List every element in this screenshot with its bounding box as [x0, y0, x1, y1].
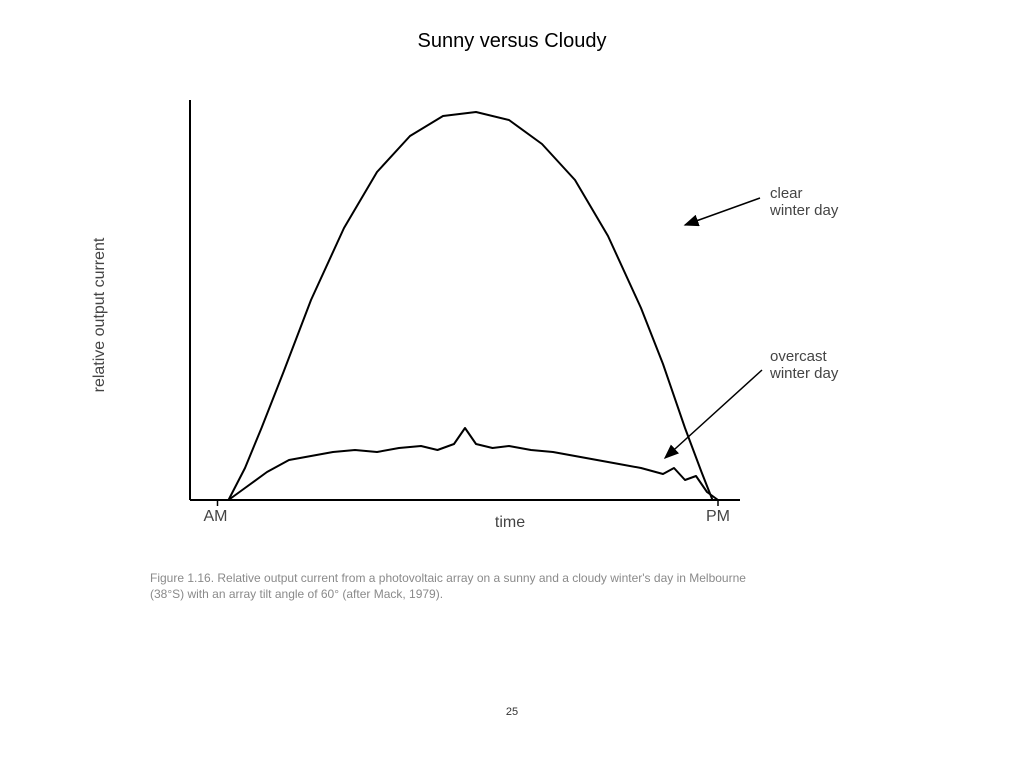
line-chart — [130, 80, 890, 550]
x-tick-am: AM — [204, 508, 228, 526]
series-label-clear: clearwinter day — [770, 185, 838, 220]
slide-page: Sunny versus Cloudy relative output curr… — [0, 0, 1024, 768]
y-axis-label: relative output current — [91, 238, 109, 393]
x-tick-pm: PM — [706, 508, 730, 526]
series-label-overcast: overcastwinter day — [770, 348, 838, 383]
figure-caption: Figure 1.16. Relative output current fro… — [150, 570, 750, 602]
page-number: 25 — [0, 706, 1024, 718]
page-title: Sunny versus Cloudy — [0, 30, 1024, 53]
chart-container: relative output current time AM PM clear… — [130, 80, 890, 550]
x-axis-label: time — [130, 514, 890, 532]
